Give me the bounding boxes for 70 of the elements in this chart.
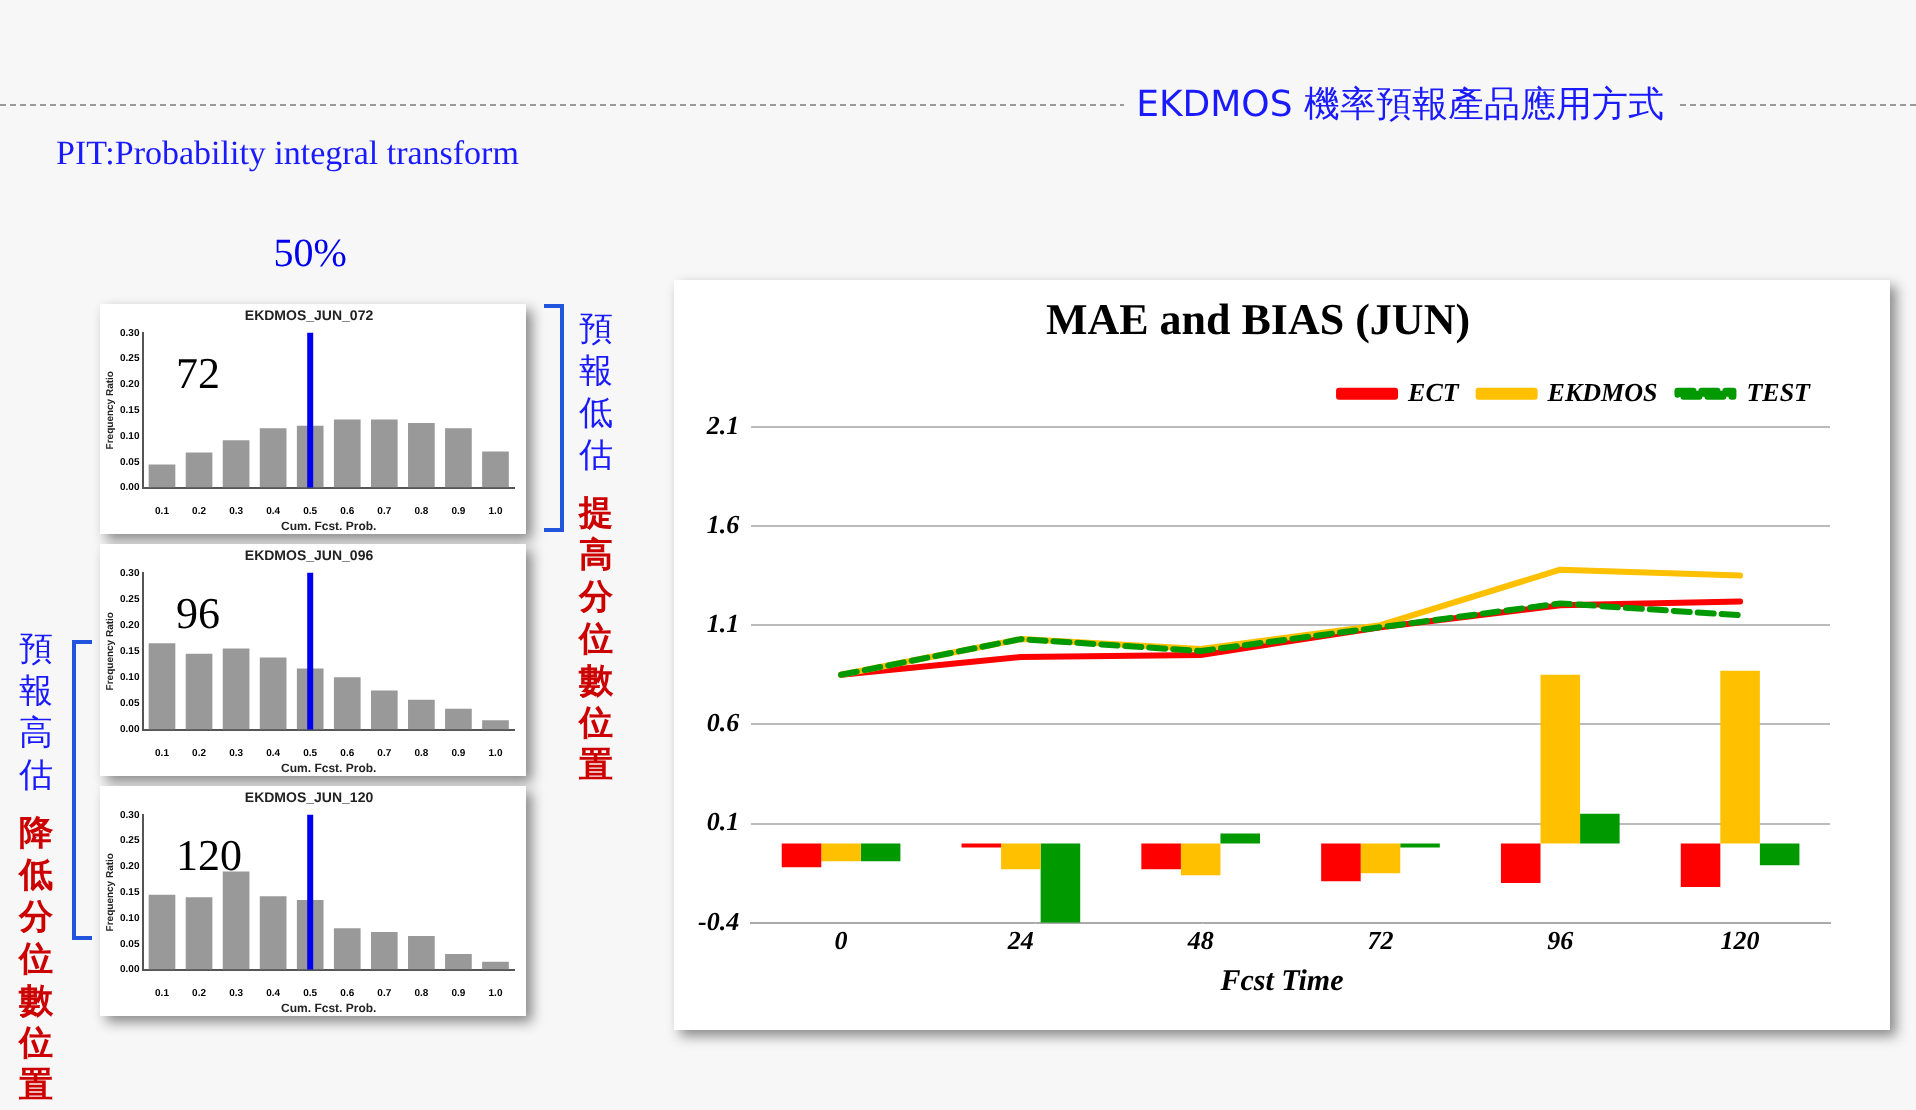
bar	[482, 720, 509, 730]
text: PIT:Probability integral transform	[56, 134, 519, 174]
bar	[1680, 843, 1721, 888]
annotation: 120	[176, 830, 242, 882]
x-tick-label: 0	[834, 925, 849, 956]
bar	[1720, 670, 1760, 844]
bar	[1001, 843, 1041, 870]
bar	[821, 843, 861, 862]
bar	[1540, 674, 1581, 844]
y-tick-label: -0.4	[697, 905, 741, 936]
bar	[1321, 843, 1361, 882]
bar	[222, 648, 250, 730]
bar	[185, 452, 213, 488]
x-axis-title: Fcst Time	[1218, 966, 1346, 1000]
text: 提高分位數位置	[578, 494, 614, 788]
bar	[259, 657, 287, 730]
bar	[482, 451, 509, 488]
bar	[860, 843, 901, 862]
y-tick-label: 0.1	[706, 806, 740, 837]
legend-label: ECT	[1406, 376, 1461, 407]
annotation: 72	[176, 348, 220, 400]
text: 預報低估	[578, 310, 614, 478]
bar	[148, 643, 176, 730]
x-tick-label: 96	[1547, 925, 1575, 956]
x-tick-label: 48	[1185, 925, 1215, 956]
y-tick-label: 1.1	[706, 607, 740, 638]
bar	[185, 897, 213, 970]
bar	[1360, 843, 1401, 874]
bar	[222, 440, 250, 488]
bar	[185, 653, 213, 730]
bar	[408, 699, 435, 730]
bar	[1180, 843, 1221, 876]
bar	[445, 428, 472, 488]
bar	[1580, 813, 1620, 844]
x-tick-label: 24	[1005, 925, 1035, 956]
bar	[1040, 843, 1081, 923]
bar	[370, 690, 398, 730]
bar	[781, 843, 822, 868]
y-tick-label: 0.6	[706, 707, 741, 738]
text: EKDMOS 機率預報產品應用方式	[1124, 80, 1676, 128]
bar	[1759, 843, 1800, 866]
x-tick-label: 120	[1720, 925, 1761, 956]
bar	[482, 961, 509, 970]
bar	[445, 708, 472, 730]
bar	[370, 931, 398, 970]
bar	[333, 677, 361, 730]
bar	[333, 928, 361, 970]
y-tick-label: 2.1	[704, 409, 740, 440]
legend-label: EKDMOS	[1545, 376, 1658, 407]
text: 降低分位數位置	[18, 814, 54, 1108]
bar	[259, 428, 287, 488]
x-tick-label: 72	[1367, 925, 1395, 956]
bar	[1141, 843, 1181, 870]
legend-label: TEST	[1746, 376, 1813, 407]
bar	[259, 896, 287, 970]
bar	[445, 954, 472, 970]
bar	[1500, 843, 1541, 884]
bar	[408, 423, 435, 488]
annotation: 96	[176, 588, 220, 640]
chart-title: MAE and BIAS (JUN)	[1045, 293, 1471, 344]
bar	[148, 894, 176, 970]
bar	[222, 871, 250, 970]
text: 預報高估	[18, 630, 54, 798]
bar	[370, 419, 398, 488]
ref-line-label: 50%	[271, 232, 349, 278]
y-tick-label: 1.6	[706, 508, 741, 539]
bar	[408, 936, 435, 970]
bar	[1220, 833, 1261, 844]
bar	[333, 419, 361, 488]
bar	[148, 464, 176, 488]
